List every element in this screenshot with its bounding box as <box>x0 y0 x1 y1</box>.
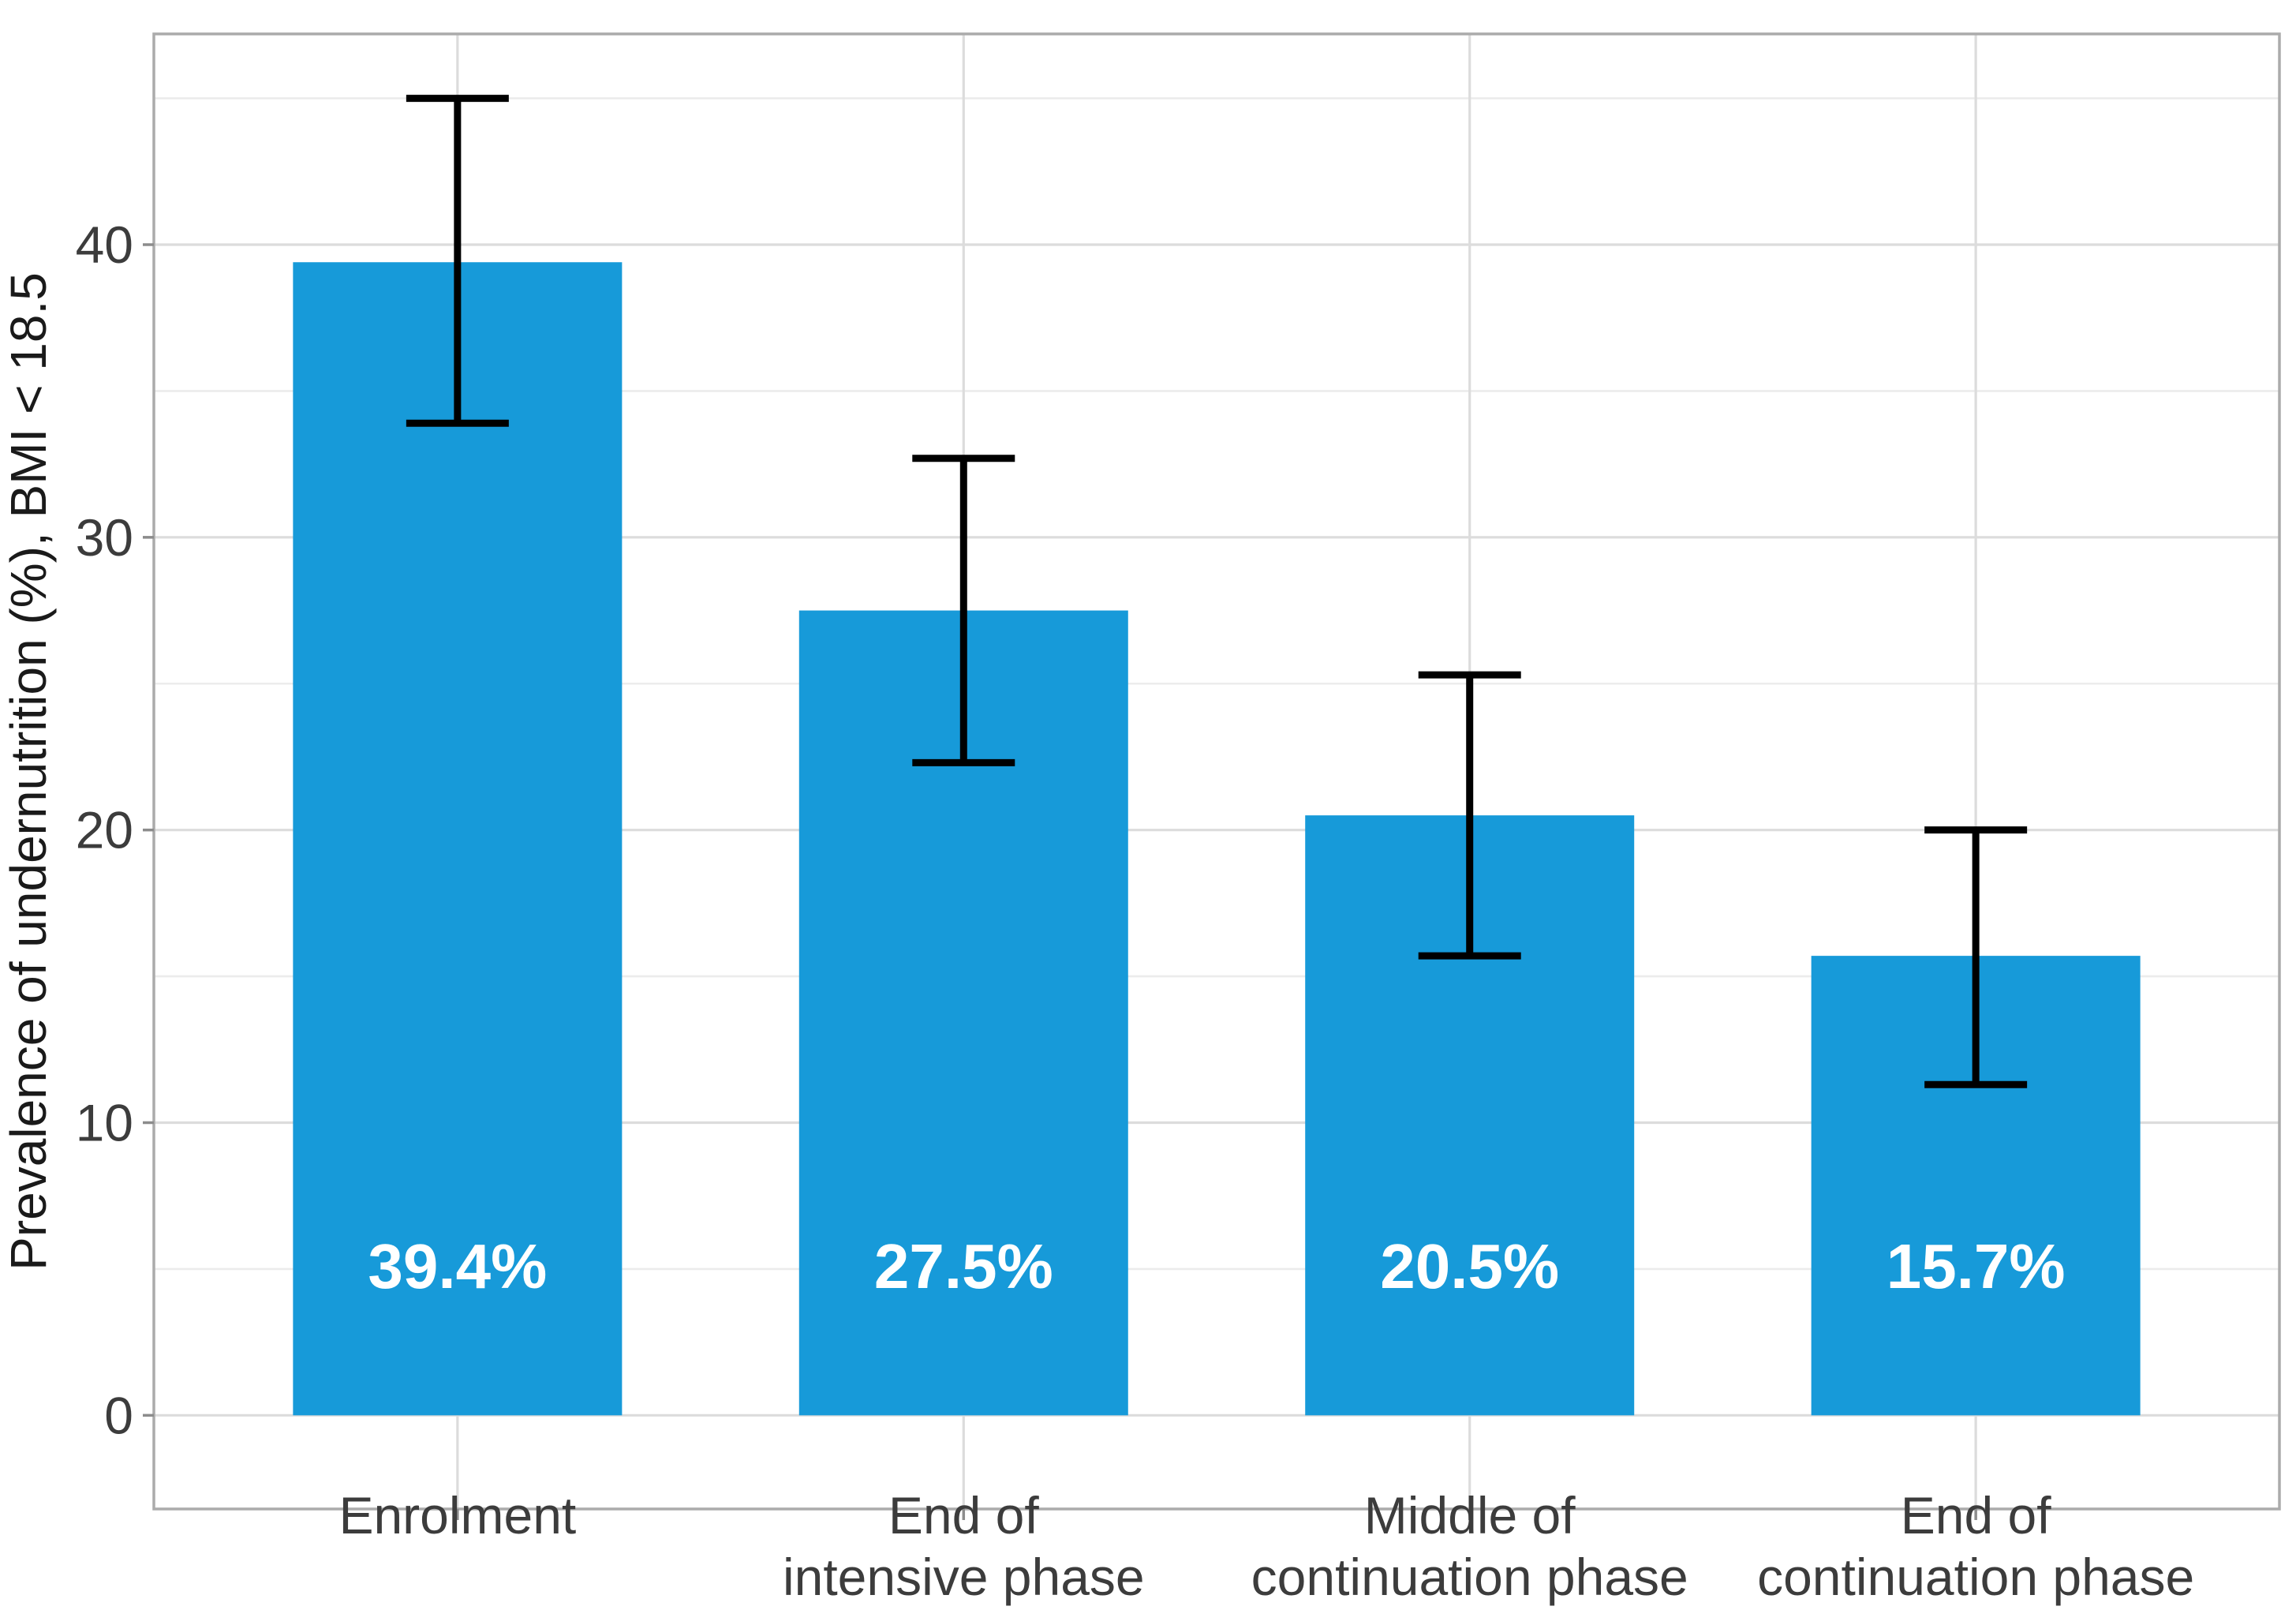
x-category-label: Middle of <box>1364 1486 1576 1544</box>
panel-border <box>152 32 2281 1511</box>
x-category-label: intensive phase <box>783 1548 1145 1606</box>
y-axis-title: Prevalence of undernutrition (%), BMI < … <box>0 272 57 1271</box>
y-axis: 0 10 20 30 40 <box>76 215 154 1444</box>
bar-value-labels: 39.4% 27.5% 20.5% 15.7% <box>368 1231 2065 1301</box>
y-tick-label: 20 <box>76 801 133 859</box>
y-tick-label: 40 <box>76 215 133 274</box>
bar-value-label: 20.5% <box>1380 1231 1559 1301</box>
y-tick-label: 0 <box>104 1386 133 1444</box>
error-bars <box>406 95 2028 1088</box>
bar-value-label: 39.4% <box>368 1231 547 1301</box>
x-category-label: End of <box>888 1486 1039 1544</box>
bar <box>293 262 623 1416</box>
y-tick-label: 10 <box>76 1094 133 1152</box>
x-category-label: continuation phase <box>1251 1548 1688 1606</box>
x-category-label: End of <box>1901 1486 2051 1544</box>
gridlines-vertical <box>456 34 1977 1509</box>
x-category-label: Enrolment <box>338 1486 576 1544</box>
bar-value-label: 15.7% <box>1887 1231 2066 1301</box>
bars <box>293 262 2141 1416</box>
bar-value-label: 27.5% <box>874 1231 1053 1301</box>
x-category-label: continuation phase <box>1757 1548 2194 1606</box>
y-tick-label: 30 <box>76 508 133 567</box>
